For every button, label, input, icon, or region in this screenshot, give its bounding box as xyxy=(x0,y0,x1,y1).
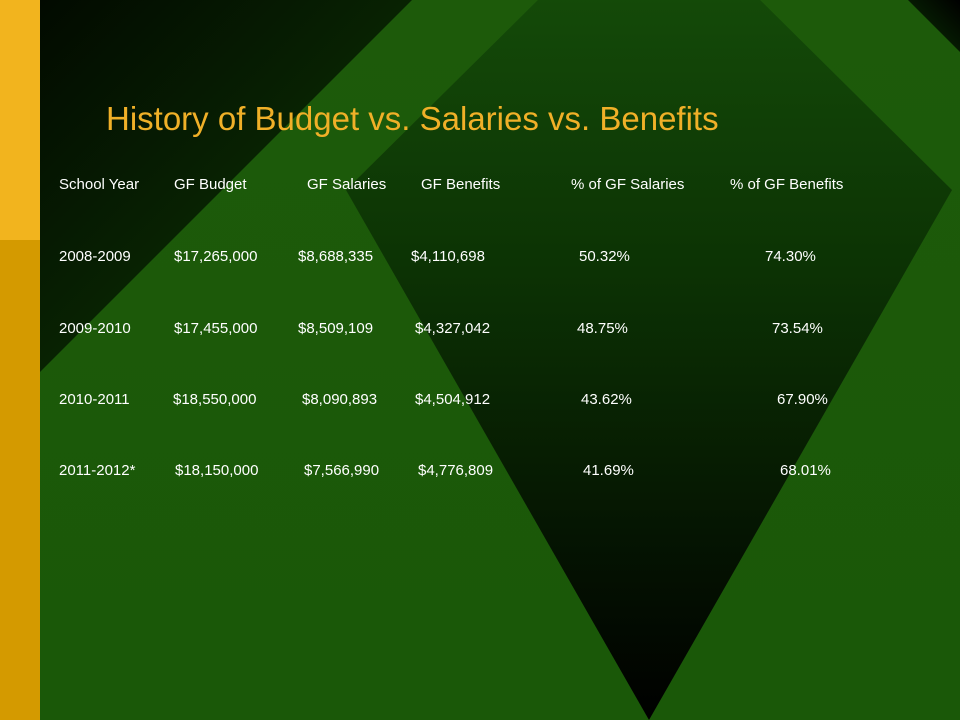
cell-gf-budget: $18,550,000 xyxy=(173,391,257,408)
corner-shade-top-right xyxy=(908,0,960,52)
cell-pct-benefits: 73.54% xyxy=(772,320,823,337)
header-pct-benefits: % of GF Benefits xyxy=(730,176,844,193)
left-accent-bar-bottom xyxy=(0,240,40,720)
header-gf-benefits: GF Benefits xyxy=(421,176,501,193)
cell-school-year: 2011-2012* xyxy=(59,462,136,479)
cell-gf-salaries: $8,688,335 xyxy=(298,248,374,265)
cell-pct-benefits: 68.01% xyxy=(780,462,831,479)
header-gf-budget: GF Budget xyxy=(174,176,247,193)
header-pct-salaries: % of GF Salaries xyxy=(571,176,685,193)
cell-gf-salaries: $7,566,990 xyxy=(304,462,380,479)
cell-gf-budget: $18,150,000 xyxy=(175,462,259,479)
left-accent-bar-top xyxy=(0,0,40,240)
cell-pct-salaries: 50.32% xyxy=(579,248,630,265)
cell-gf-benefits: $4,110,698 xyxy=(411,248,485,265)
slide-title: History of Budget vs. Salaries vs. Benef… xyxy=(106,100,719,137)
table-row: 2011-2012* $18,150,000 $7,566,990 $4,776… xyxy=(59,462,879,482)
cell-pct-benefits: 67.90% xyxy=(777,391,828,408)
cell-school-year: 2008-2009 xyxy=(59,248,131,265)
cell-gf-benefits: $4,327,042 xyxy=(415,320,491,337)
cell-pct-salaries: 41.69% xyxy=(583,462,634,479)
cell-gf-salaries: $8,509,109 xyxy=(298,320,374,337)
cell-gf-budget: $17,265,000 xyxy=(174,248,258,265)
cell-pct-salaries: 43.62% xyxy=(581,391,632,408)
header-school-year: School Year xyxy=(59,176,140,193)
table-row: 2009-2010 $17,455,000 $8,509,109 $4,327,… xyxy=(59,320,879,340)
cell-school-year: 2010-2011 xyxy=(59,391,130,408)
table-header-row: School Year GF Budget GF Salaries GF Ben… xyxy=(59,176,879,196)
cell-gf-benefits: $4,776,809 xyxy=(418,462,494,479)
center-diamond xyxy=(346,0,952,720)
cell-gf-benefits: $4,504,912 xyxy=(415,391,491,408)
background-diamond-shape xyxy=(40,0,960,720)
table-row: 2008-2009 $17,265,000 $8,688,335 $4,110,… xyxy=(59,248,879,268)
cell-gf-budget: $17,455,000 xyxy=(174,320,258,337)
cell-school-year: 2009-2010 xyxy=(59,320,131,337)
corner-shade-top-left xyxy=(40,0,412,372)
table-row: 2010-2011 $18,550,000 $8,090,893 $4,504,… xyxy=(59,391,879,411)
cell-gf-salaries: $8,090,893 xyxy=(302,391,378,408)
header-gf-salaries: GF Salaries xyxy=(307,176,387,193)
cell-pct-benefits: 74.30% xyxy=(765,248,816,265)
cell-pct-salaries: 48.75% xyxy=(577,320,628,337)
